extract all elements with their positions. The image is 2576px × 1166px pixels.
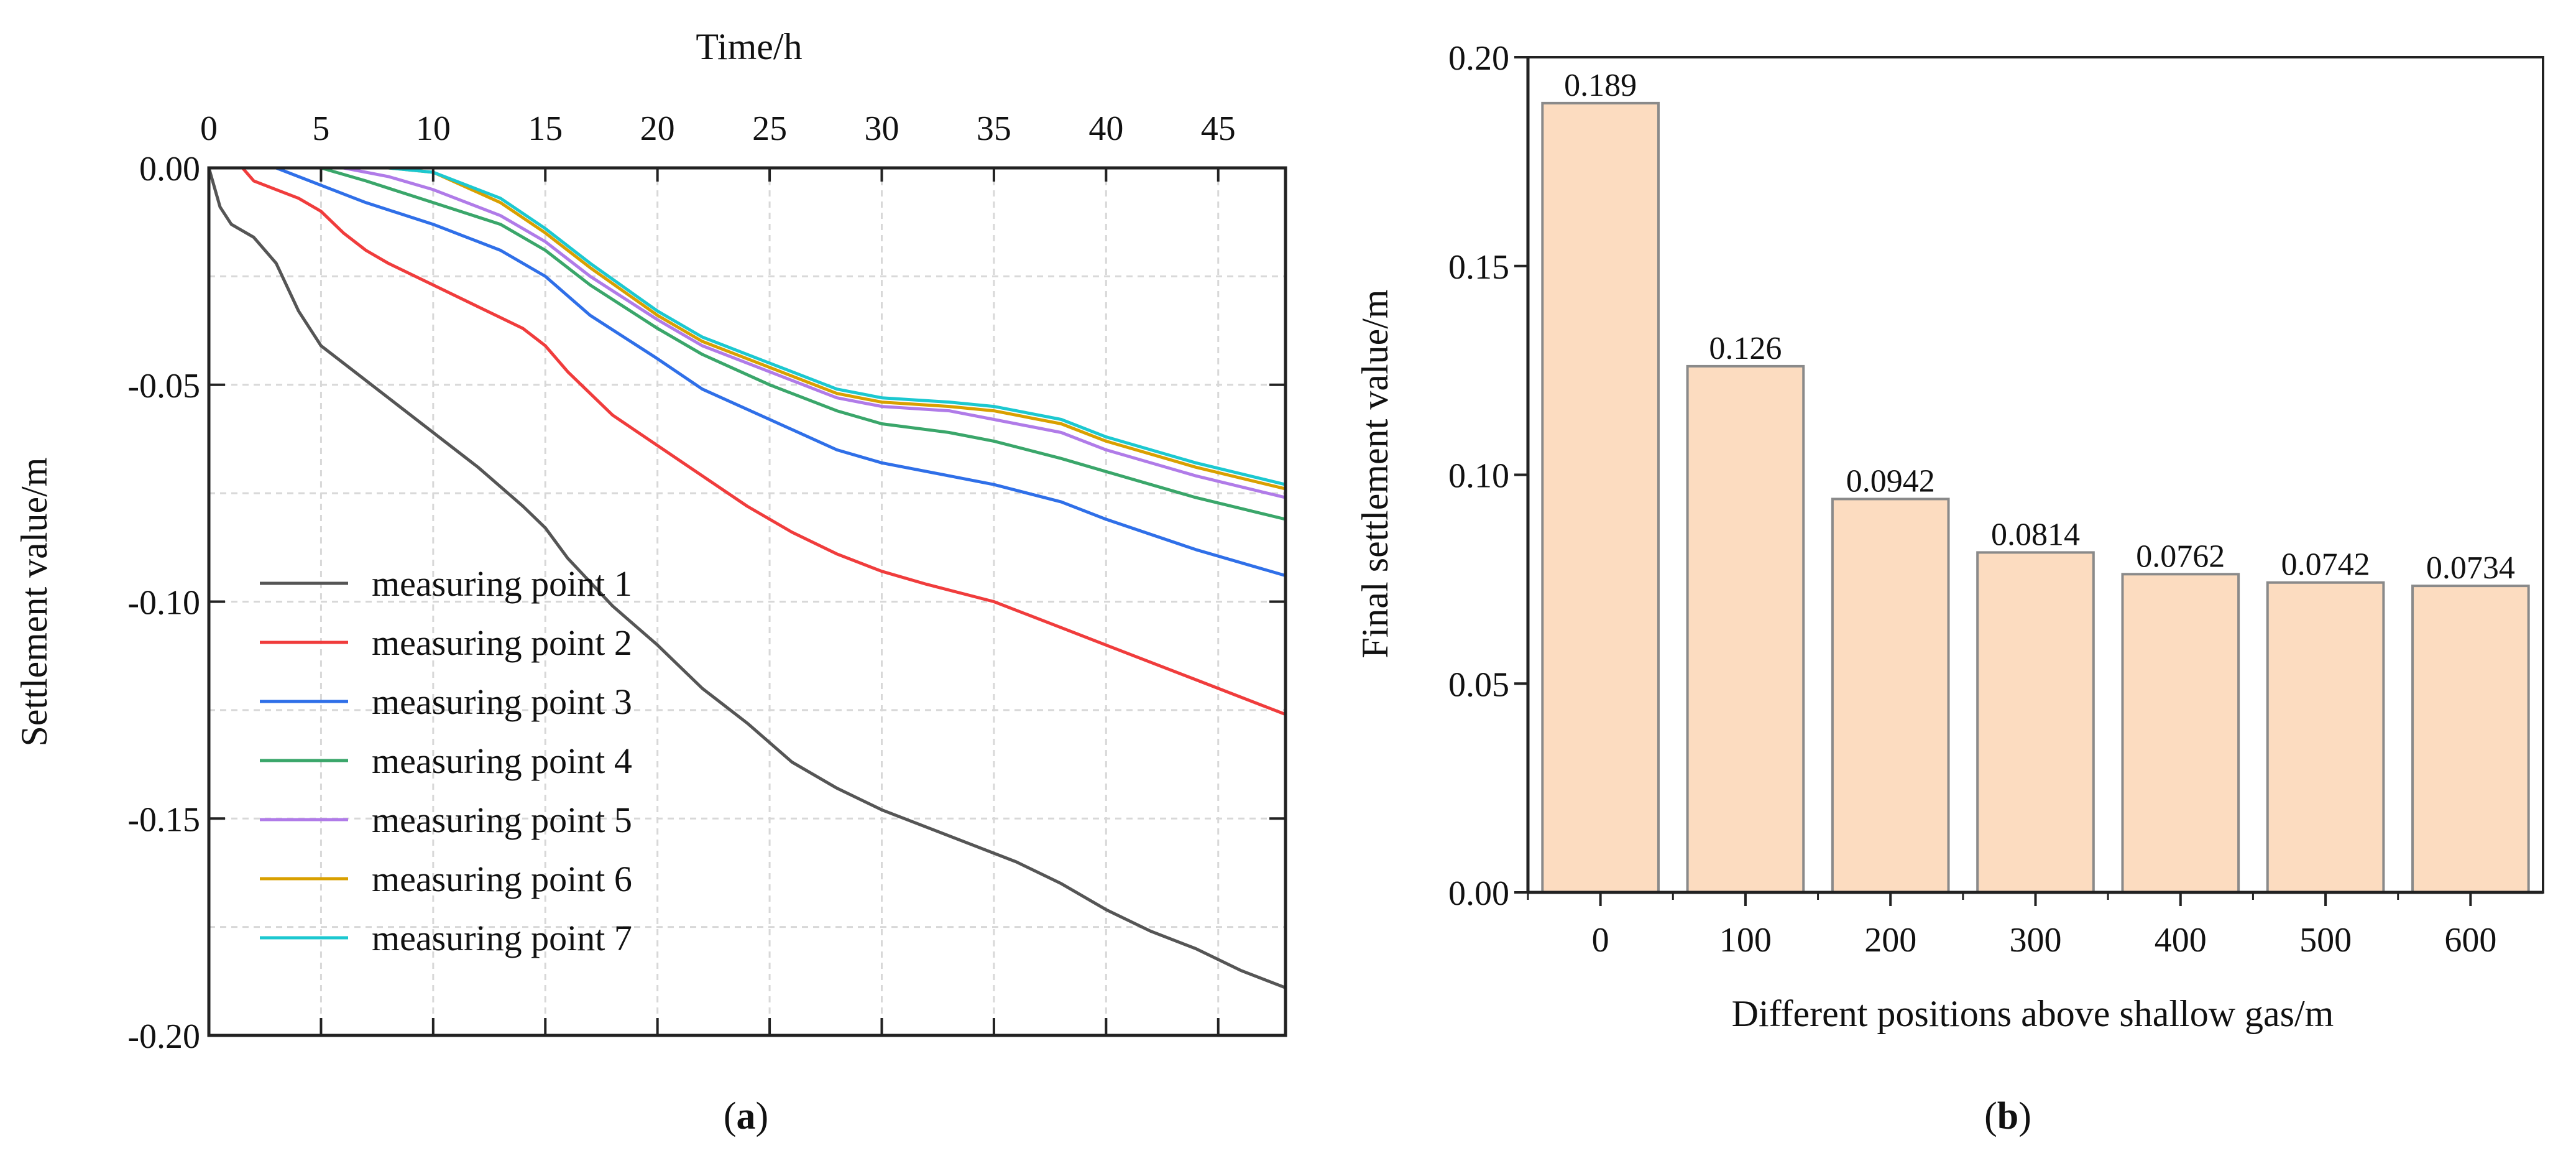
bar-value-label: 0.126: [1709, 331, 1782, 366]
panel-b-bar-chart: 0.189 0 0.126 100 0.0942 200 0.0814 300 0.0762 40…: [1355, 39, 2544, 1034]
y-tick-label: -0.20: [127, 1017, 200, 1056]
bar-value-label: 0.0734: [2426, 550, 2515, 586]
x-tick-label: 0: [200, 109, 218, 148]
y-tick-label: -0.10: [127, 584, 200, 622]
x-axis-title: Time/h: [696, 26, 802, 67]
x-tick-label: 15: [528, 109, 563, 148]
y-tick-label: 0.20: [1448, 39, 1509, 78]
bar-400: [2121, 573, 2240, 894]
y-tick-label: -0.15: [127, 800, 200, 839]
x-tick-label: 35: [977, 109, 1011, 148]
bar-value-label: 0.0762: [2136, 539, 2225, 574]
panel-a-line-chart: 0 5 10 15 20 25 30 35 40 45 0.00 -0.05 -0.10 -0.15 -0.…: [14, 26, 1287, 1056]
panel-b-caption: (b): [1984, 1095, 2031, 1137]
series-line-6: [209, 166, 1286, 491]
bar-600: [2411, 585, 2530, 894]
x-tick-label: 45: [1201, 109, 1236, 148]
x-tick-label: 500: [2299, 921, 2352, 960]
y-tick-label: 0.05: [1448, 665, 1509, 704]
series-line-5: [209, 166, 1286, 499]
series-line-2: [209, 166, 1286, 716]
y-tick-label: -0.05: [127, 367, 200, 405]
panel-a-letter: a: [737, 1095, 756, 1137]
bar-0: [1541, 101, 1660, 894]
x-tick-label: 600: [2444, 921, 2496, 960]
series-line-1: [207, 167, 1286, 989]
x-tick-label: 25: [752, 109, 787, 148]
y-tick-label: 0.00: [139, 150, 200, 188]
panel-b-letter: b: [1997, 1095, 2018, 1137]
x-tick-label: 20: [640, 109, 675, 148]
bar-200: [1831, 497, 1950, 894]
bar-value-label: 0.0942: [1846, 463, 1935, 499]
legend-label-4: measuring point 4: [372, 741, 632, 781]
y-axis-title: Settlement value/m: [14, 458, 55, 747]
bar-value-label: 0.0814: [1991, 517, 2080, 552]
legend: measuring point 1 measuring point 2 measur…: [260, 563, 632, 958]
legend-label-2: measuring point 2: [372, 622, 632, 663]
panel-a-caption: (a): [724, 1095, 768, 1137]
series-line-4: [209, 166, 1286, 521]
bar-500: [2266, 581, 2385, 894]
y-tick-label: 0.00: [1448, 874, 1509, 913]
legend-label-7: measuring point 7: [372, 918, 632, 958]
x-tick-label: 5: [312, 109, 329, 148]
bar-300: [1976, 551, 2095, 894]
bar-value-label: 0.0742: [2281, 547, 2370, 583]
legend-label-5: measuring point 5: [372, 800, 632, 840]
bar-100: [1686, 364, 1805, 894]
series-line-7: [209, 166, 1286, 486]
x-tick-label: 0: [1592, 921, 1609, 960]
bar-value-label: 0.189: [1564, 68, 1637, 103]
legend-label-6: measuring point 6: [372, 859, 632, 899]
legend-label-1: measuring point 1: [372, 563, 632, 604]
x-tick-label: 100: [1719, 921, 1772, 960]
x-tick-label: 300: [2010, 921, 2062, 960]
x-tick-label: 40: [1088, 109, 1123, 148]
y-tick-label: 0.10: [1448, 457, 1509, 496]
x-tick-label: 400: [2155, 921, 2207, 960]
x-tick-label: 10: [416, 109, 451, 148]
x-tick-label: 200: [1864, 921, 1916, 960]
legend-label-3: measuring point 3: [372, 682, 632, 722]
x-axis-title: Different positions above shallow gas/m: [1732, 993, 2334, 1034]
y-tick-label: 0.15: [1448, 248, 1509, 287]
y-axis-title: Final settlement value/m: [1355, 289, 1396, 658]
x-tick-label: 30: [865, 109, 899, 148]
series-line-3: [209, 166, 1286, 578]
